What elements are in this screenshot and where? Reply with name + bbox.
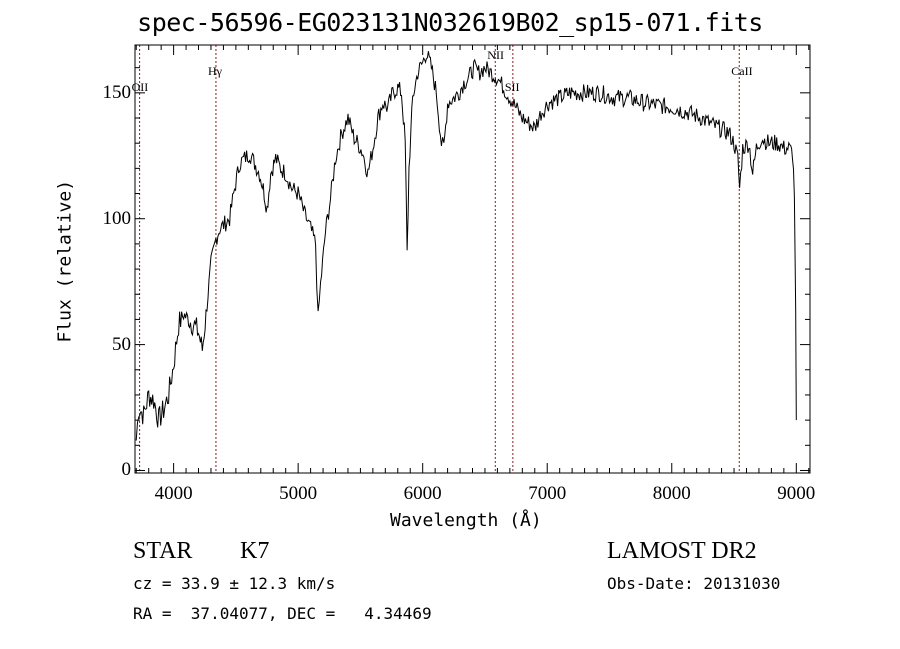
y-tick-label: 0 bbox=[121, 459, 132, 481]
y-tick-label: 50 bbox=[112, 333, 131, 355]
coordinates-text: RA = 37.04077, DEC = 4.34469 bbox=[133, 604, 432, 623]
x-tick-label: 8000 bbox=[652, 483, 691, 504]
axis-ticks bbox=[135, 45, 810, 473]
line-label: SII bbox=[504, 80, 520, 94]
x-tick-label: 7000 bbox=[528, 483, 567, 504]
chart-title: spec-56596-EG023131N032619B02_sp15-071.f… bbox=[137, 8, 763, 37]
y-tick-label: 100 bbox=[102, 207, 132, 229]
x-tick-label: 9000 bbox=[777, 483, 816, 504]
line-label: Hγ bbox=[207, 64, 222, 78]
class-label: STAR bbox=[133, 538, 193, 564]
x-axis-label: Wavelength (Å) bbox=[390, 510, 542, 531]
x-tick-label: 4000 bbox=[154, 483, 193, 504]
line-label: NII bbox=[487, 48, 504, 62]
emission-line-markers bbox=[139, 45, 740, 473]
obs-date-text: Obs-Date: 20131030 bbox=[607, 574, 781, 593]
x-tick-label: 6000 bbox=[403, 483, 442, 504]
x-tick-label: 5000 bbox=[279, 483, 318, 504]
redshift-text: cz = 33.9 ± 12.3 km/s bbox=[133, 574, 336, 593]
plot-frame bbox=[134, 44, 811, 474]
survey-label: LAMOST DR2 bbox=[607, 538, 757, 564]
line-label: CaII bbox=[731, 64, 753, 78]
spectrum-line bbox=[135, 51, 797, 441]
subclass-label: K7 bbox=[240, 538, 270, 564]
line-label: OII bbox=[131, 80, 149, 94]
y-axis-label: Flux (relative) bbox=[54, 179, 76, 343]
y-tick-label: 150 bbox=[102, 81, 132, 103]
